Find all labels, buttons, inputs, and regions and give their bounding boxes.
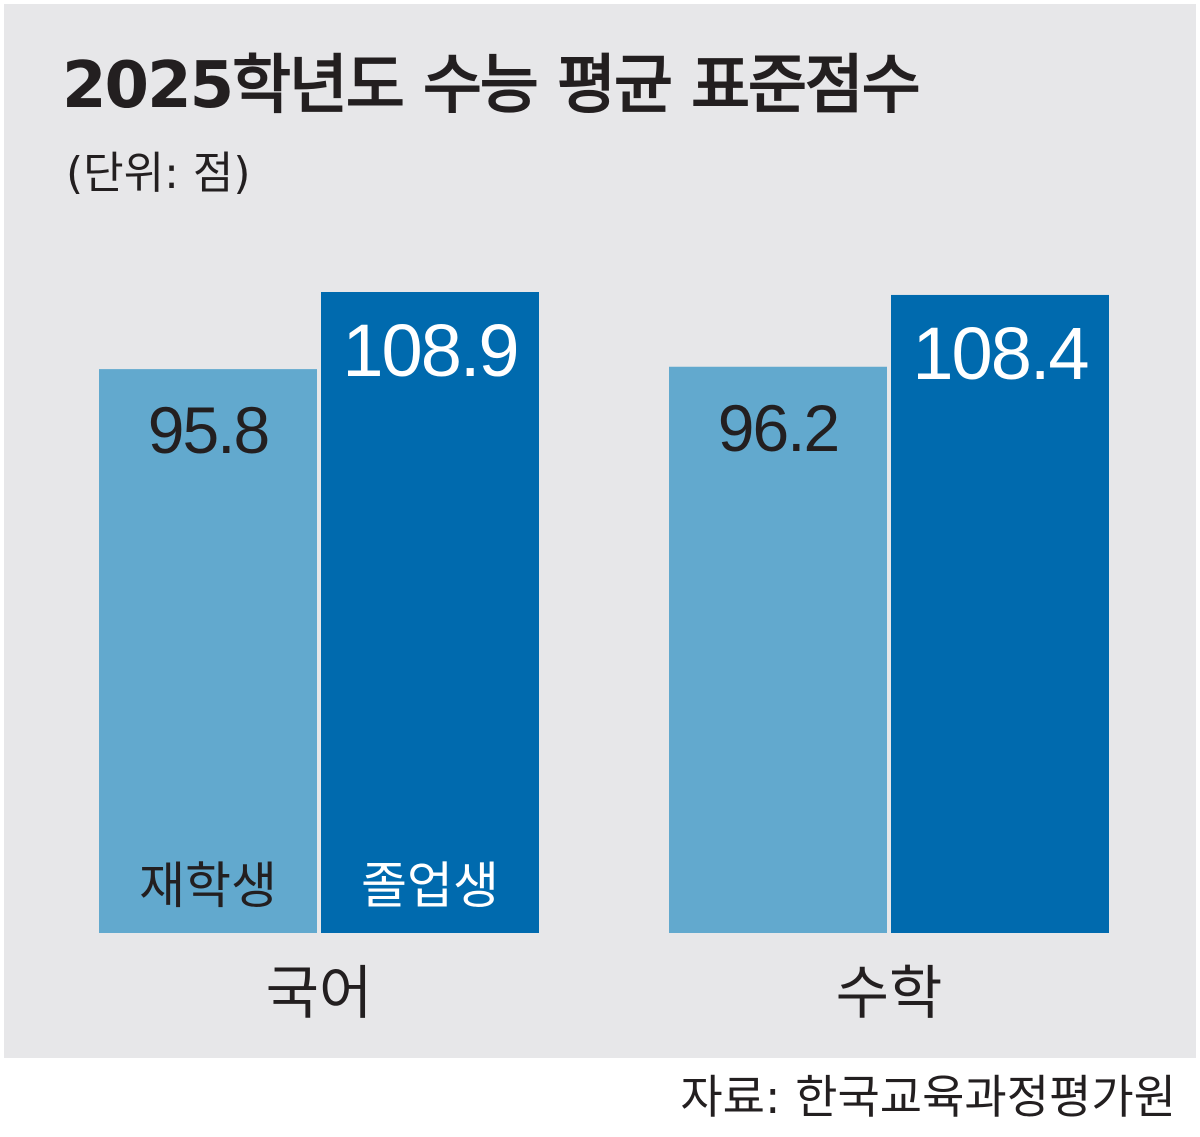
source-note: 자료: 한국교육과정평가원 xyxy=(680,1070,1176,1124)
bar-졸업생-국어 xyxy=(321,292,539,933)
value-label: 108.9 xyxy=(342,309,517,392)
unit-label: (단위: 점) xyxy=(66,148,251,199)
value-label: 108.4 xyxy=(912,312,1087,395)
bar-졸업생-수학 xyxy=(891,294,1109,933)
series-label: 재학생 xyxy=(139,857,277,915)
chart-title: 2025학년도 수능 평균 표준점수 xyxy=(62,49,921,123)
series-label: 졸업생 xyxy=(361,857,499,915)
category-label: 수학 xyxy=(836,959,943,1027)
value-label: 96.2 xyxy=(718,391,838,465)
bar-재학생-수학 xyxy=(669,366,887,933)
bar-재학생-국어 xyxy=(99,369,317,933)
value-label: 95.8 xyxy=(148,393,268,467)
category-label: 국어 xyxy=(266,959,373,1027)
